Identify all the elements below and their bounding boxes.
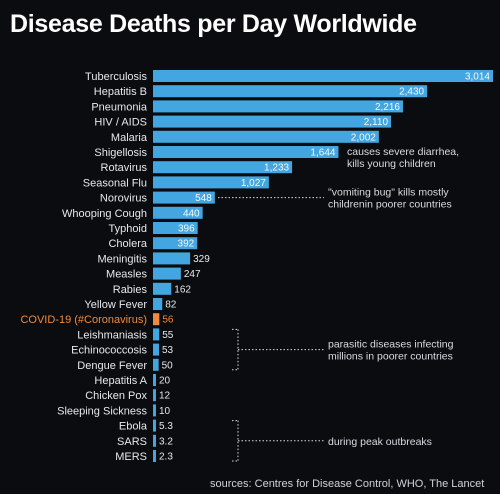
annotation-text: causes severe diarrhea, <box>347 146 459 158</box>
category-label-echinococcosis: Echinococcosis <box>71 345 147 357</box>
bar-shigellosis <box>153 146 339 158</box>
bar-hepatitis-a <box>153 374 156 386</box>
bar-typhoid <box>153 222 198 234</box>
category-label-hepatitis-a: Hepatitis A <box>94 375 147 387</box>
value-label-sleeping-sickness: 10 <box>159 406 171 417</box>
value-label-hepatitis-a: 20 <box>159 376 171 387</box>
value-label-rabies: 162 <box>174 284 191 295</box>
category-label-typhoid: Typhoid <box>108 223 147 235</box>
value-label-covid-19-coronavirus: 56 <box>162 315 174 326</box>
value-label-yellow-fever: 82 <box>165 300 177 311</box>
bar-dengue-fever <box>153 358 159 371</box>
value-label-tuberculosis: 3,014 <box>465 72 490 83</box>
bar-sars <box>153 434 156 447</box>
category-label-seasonal-flu: Seasonal Flu <box>83 177 147 189</box>
source-note: sources: Centres for Disease Control, WH… <box>210 478 485 490</box>
value-label-cholera: 392 <box>178 239 195 250</box>
bar-rotavirus <box>153 161 293 174</box>
value-label-mers: 2.3 <box>159 452 173 463</box>
bar-rabies <box>153 282 172 295</box>
value-label-ebola: 5.3 <box>159 421 173 432</box>
bar-norovirus <box>153 191 215 204</box>
bar-whooping-cough <box>153 206 203 219</box>
category-label-sars: SARS <box>117 436 147 448</box>
bar-chicken-pox <box>153 389 156 402</box>
bar-malaria <box>153 130 379 143</box>
bar-leishmaniasis <box>153 328 160 341</box>
value-label-shigellosis: 1,644 <box>310 148 335 159</box>
category-label-leishmaniasis: Leishmaniasis <box>77 329 147 341</box>
category-label-sleeping-sickness: Sleeping Sickness <box>57 405 147 417</box>
value-label-hiv-aids: 2,110 <box>364 117 389 128</box>
bar-cholera <box>153 237 198 250</box>
bar-echinococcosis <box>153 343 159 356</box>
category-label-dengue-fever: Dengue Fever <box>77 360 147 372</box>
bar-sleeping-sickness <box>153 404 156 417</box>
value-label-malaria: 2,002 <box>351 132 376 143</box>
value-label-seasonal-flu: 1,027 <box>241 178 266 189</box>
category-label-tuberculosis: Tuberculosis <box>85 71 147 83</box>
bar-meningitis <box>153 252 191 265</box>
category-label-covid-19-coronavirus: COVID-19 (#Coronavirus) <box>20 314 147 326</box>
annotation-text: "vomiting bug" kills mostly <box>328 187 449 199</box>
value-label-meningitis: 329 <box>193 254 210 265</box>
bar-hiv-aids <box>153 115 392 128</box>
chart-title: Disease Deaths per Day Worldwide <box>10 10 417 38</box>
category-label-measles: Measles <box>106 269 147 281</box>
category-label-mers: MERS <box>115 451 147 463</box>
category-label-meningitis: Meningitis <box>97 253 147 265</box>
bar-ebola <box>153 419 156 432</box>
category-label-whooping-cough: Whooping Cough <box>62 208 147 220</box>
category-label-rotavirus: Rotavirus <box>101 162 148 174</box>
value-label-pneumonia: 2,216 <box>375 102 400 113</box>
category-label-norovirus: Norovirus <box>100 193 148 205</box>
category-label-hiv-aids: HIV / AIDS <box>94 117 147 129</box>
annotation-text: during peak outbreaks <box>328 436 432 448</box>
value-label-sars: 3.2 <box>159 436 173 447</box>
category-label-cholera: Cholera <box>108 238 147 250</box>
value-label-leishmaniasis: 55 <box>162 330 174 341</box>
value-label-typhoid: 396 <box>178 224 195 235</box>
bar-seasonal-flu <box>153 176 269 189</box>
category-label-yellow-fever: Yellow Fever <box>84 299 147 311</box>
category-label-pneumonia: Pneumonia <box>91 101 148 113</box>
category-label-chicken-pox: Chicken Pox <box>85 390 147 402</box>
value-label-chicken-pox: 12 <box>159 391 171 402</box>
annotation-text: parasitic diseases infecting <box>328 339 454 351</box>
value-label-whooping-cough: 440 <box>183 208 200 219</box>
value-label-rotavirus: 1,233 <box>264 163 289 174</box>
bar-mers <box>153 450 156 462</box>
category-label-shigellosis: Shigellosis <box>94 147 147 159</box>
value-label-echinococcosis: 53 <box>162 345 174 356</box>
value-label-dengue-fever: 50 <box>162 360 174 371</box>
category-label-ebola: Ebola <box>119 421 148 433</box>
bar-hepatitis-b <box>153 85 428 98</box>
annotation-text: kills young children <box>347 158 436 170</box>
category-label-hepatitis-b: Hepatitis B <box>94 86 147 98</box>
bar-pneumonia <box>153 100 403 113</box>
bar-yellow-fever <box>153 298 163 310</box>
value-label-norovirus: 548 <box>195 193 212 204</box>
bar-covid-19-coronavirus <box>153 313 160 326</box>
value-label-measles: 247 <box>184 269 201 280</box>
bar-tuberculosis <box>153 70 493 82</box>
bar-measles <box>153 267 181 280</box>
annotation-text: millions in poorer countries <box>328 351 453 363</box>
annotation-text: childrenin poorer countries <box>328 199 452 211</box>
category-label-malaria: Malaria <box>111 132 148 144</box>
value-label-hepatitis-b: 2,430 <box>399 87 424 98</box>
category-label-rabies: Rabies <box>113 284 148 296</box>
